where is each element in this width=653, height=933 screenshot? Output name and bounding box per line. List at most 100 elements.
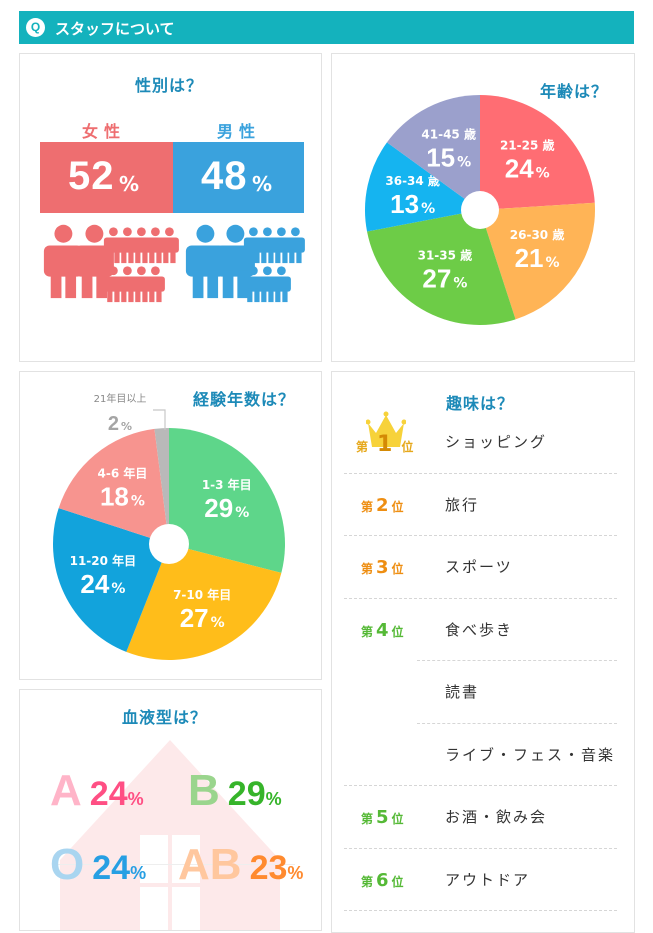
hobby-row: 第 6 位 アウトドア (344, 848, 619, 910)
hobby-name: スポーツ (445, 558, 513, 576)
female-percentage-box: 52 % (40, 142, 173, 213)
age-pie-slice (367, 210, 516, 325)
hobby-divider (344, 535, 617, 536)
age-pie-category-label: 36-34 歳 (385, 173, 440, 188)
experience-pie-slice (58, 428, 169, 544)
experience-pie-slice (126, 544, 282, 660)
experience-pie-leader-line (153, 409, 166, 430)
gender-panel: 性別は？ 女性 男性 52 % 48 % (19, 53, 322, 362)
hobby-name: お酒・飲み会 (445, 808, 548, 826)
male-person-icon (285, 227, 305, 264)
age-pie-slice (480, 202, 595, 320)
blood-panel: 血液型は？ A 24% B 29% O 24% AB 23% (19, 689, 322, 931)
hobby-name: ショッピング (445, 433, 548, 451)
question-icon: Q (26, 18, 45, 37)
crown-icon (366, 411, 406, 447)
age-pie-value-label: 13% (390, 189, 435, 219)
blood-type-o: O 24% (50, 840, 147, 889)
hobby-divider (344, 785, 617, 786)
male-percentage-value: 48 (201, 154, 248, 198)
blood-type-b: B 29% (188, 766, 282, 815)
experience-pie-slice (53, 508, 169, 652)
hobby-divider (344, 472, 617, 474)
blood-type-ab: AB 23% (178, 840, 304, 889)
age-pie-category-label: 21-25 歳 (500, 138, 555, 153)
hobby-name: アウトドア (445, 870, 531, 889)
age-pie-category-label: 31-35 歳 (418, 247, 473, 262)
female-person-icon (43, 224, 83, 299)
hobby-name: 旅行 (445, 495, 480, 514)
experience-pie-value-label: 2% (108, 413, 132, 435)
section-title: スタッフについて (55, 20, 175, 38)
experience-pie-category-label: 11-20 年目 (70, 553, 137, 568)
hobbies-title: 趣味は？ (446, 394, 515, 413)
age-panel: 年齢は？ 21-25 歳 24% 26-30 歳 21% 31-35 歳 27% 36-34… (331, 53, 635, 362)
people-icons (43, 224, 305, 303)
hobby-row: 第 5 位 お酒・飲み会 (344, 785, 619, 847)
blood-title: 血液型は？ (122, 708, 208, 727)
female-percentage-unit: % (119, 172, 140, 196)
experience-pie-category-label: 1-3 年目 (202, 477, 252, 492)
age-pie-value-label: 24% (505, 154, 550, 184)
experience-pie-category-label: 7-10 年目 (173, 587, 231, 602)
hobby-divider (344, 910, 617, 911)
female-person-icon (74, 224, 114, 299)
female-person-icon (145, 266, 165, 303)
age-pie-value-label: 15% (426, 143, 471, 173)
male-person-icon (185, 224, 225, 299)
experience-pie-value-label: 29% (204, 493, 249, 523)
hobbies-panel: 趣味は？ 第 1 位 ショッピング第 2 位 旅行第 3 位 スポーツ第 4 位 食べ歩き読書ライブ・フ… (331, 371, 635, 933)
experience-pie-center-hole (149, 524, 189, 564)
hobby-name: ライブ・フェス・音楽 (445, 745, 616, 764)
age-pie-center-hole (461, 191, 499, 229)
hobby-divider (344, 597, 617, 599)
male-percentage-unit: % (252, 172, 273, 196)
age-pie-category-label: 41-45 歳 (421, 127, 476, 142)
male-person-icon (271, 266, 291, 303)
age-pie-slice (480, 95, 595, 210)
age-pie-slice (365, 142, 480, 232)
hobby-row: 読書 (344, 660, 619, 722)
experience-panel: 経験年数は？ 1-3 年目 29% 7-10 年目 27% 11-20 年目 24% 4-6… (19, 371, 322, 680)
age-title: 年齢は？ (540, 82, 609, 101)
experience-pie-slice (154, 428, 169, 544)
age-pie-value-label: 27% (422, 263, 467, 293)
gender-title: 性別は？ (135, 76, 204, 95)
female-person-icon (159, 227, 179, 264)
female-label: 女性 (82, 122, 127, 141)
section-header: Q スタッフについて (19, 11, 634, 44)
hobby-divider (344, 847, 617, 849)
hobby-row: 第 1 位 ショッピング (344, 410, 619, 472)
experience-pie-value-label: 27% (180, 603, 225, 633)
male-person-icon (215, 224, 255, 299)
age-pie-category-label: 26-30 歳 (510, 227, 565, 242)
female-percentage-value: 52 (68, 154, 115, 198)
blood-type-a: A 24% (50, 766, 144, 815)
male-label: 男性 (217, 122, 262, 141)
hobby-row: ライブ・フェス・音楽 (344, 723, 619, 785)
experience-pie-value-label: 18% (100, 482, 145, 512)
hobby-row: 第 3 位 スポーツ (344, 535, 619, 597)
hobby-divider (417, 722, 617, 724)
experience-pie-category-label: 4-6 年目 (97, 466, 147, 481)
male-percentage-box: 48 % (173, 142, 304, 213)
hobby-row: 第 4 位 食べ歩き (344, 598, 619, 660)
hobby-row: 第 2 位 旅行 (344, 473, 619, 535)
age-pie-chart: 21-25 歳24 % 26-30 歳21 % 31-35 歳27 % 36-34 歳13%… (365, 95, 595, 325)
experience-pie-category-label: 21年目以上 (94, 392, 147, 405)
experience-title: 経験年数は？ (193, 390, 296, 409)
hobby-divider (417, 660, 617, 661)
age-pie-slice (386, 95, 480, 210)
blood-divider (55, 864, 295, 865)
experience-pie-value-label: 24% (80, 569, 125, 599)
hobby-name: 読書 (445, 683, 480, 701)
age-pie-value-label: 21% (515, 243, 560, 273)
hobby-name: 食べ歩き (445, 620, 514, 639)
experience-pie-slice (169, 428, 286, 573)
